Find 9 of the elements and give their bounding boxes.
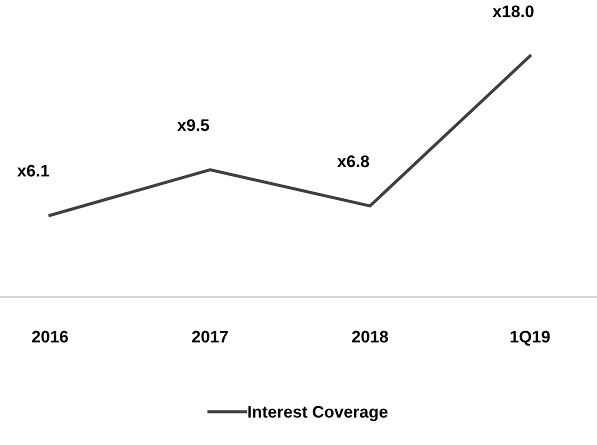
- data-label: x6.8: [337, 155, 370, 168]
- x-tick-label: 2017: [192, 330, 228, 343]
- data-label: x18.0: [492, 5, 534, 18]
- x-tick-label: 1Q19: [510, 330, 550, 346]
- x-tick-label: 2018: [352, 330, 388, 343]
- data-label: x6.1: [17, 164, 50, 177]
- x-tick-label: 2016: [32, 330, 68, 343]
- data-label: x9.5: [177, 119, 210, 132]
- legend-label: Interest Coverage: [248, 406, 388, 422]
